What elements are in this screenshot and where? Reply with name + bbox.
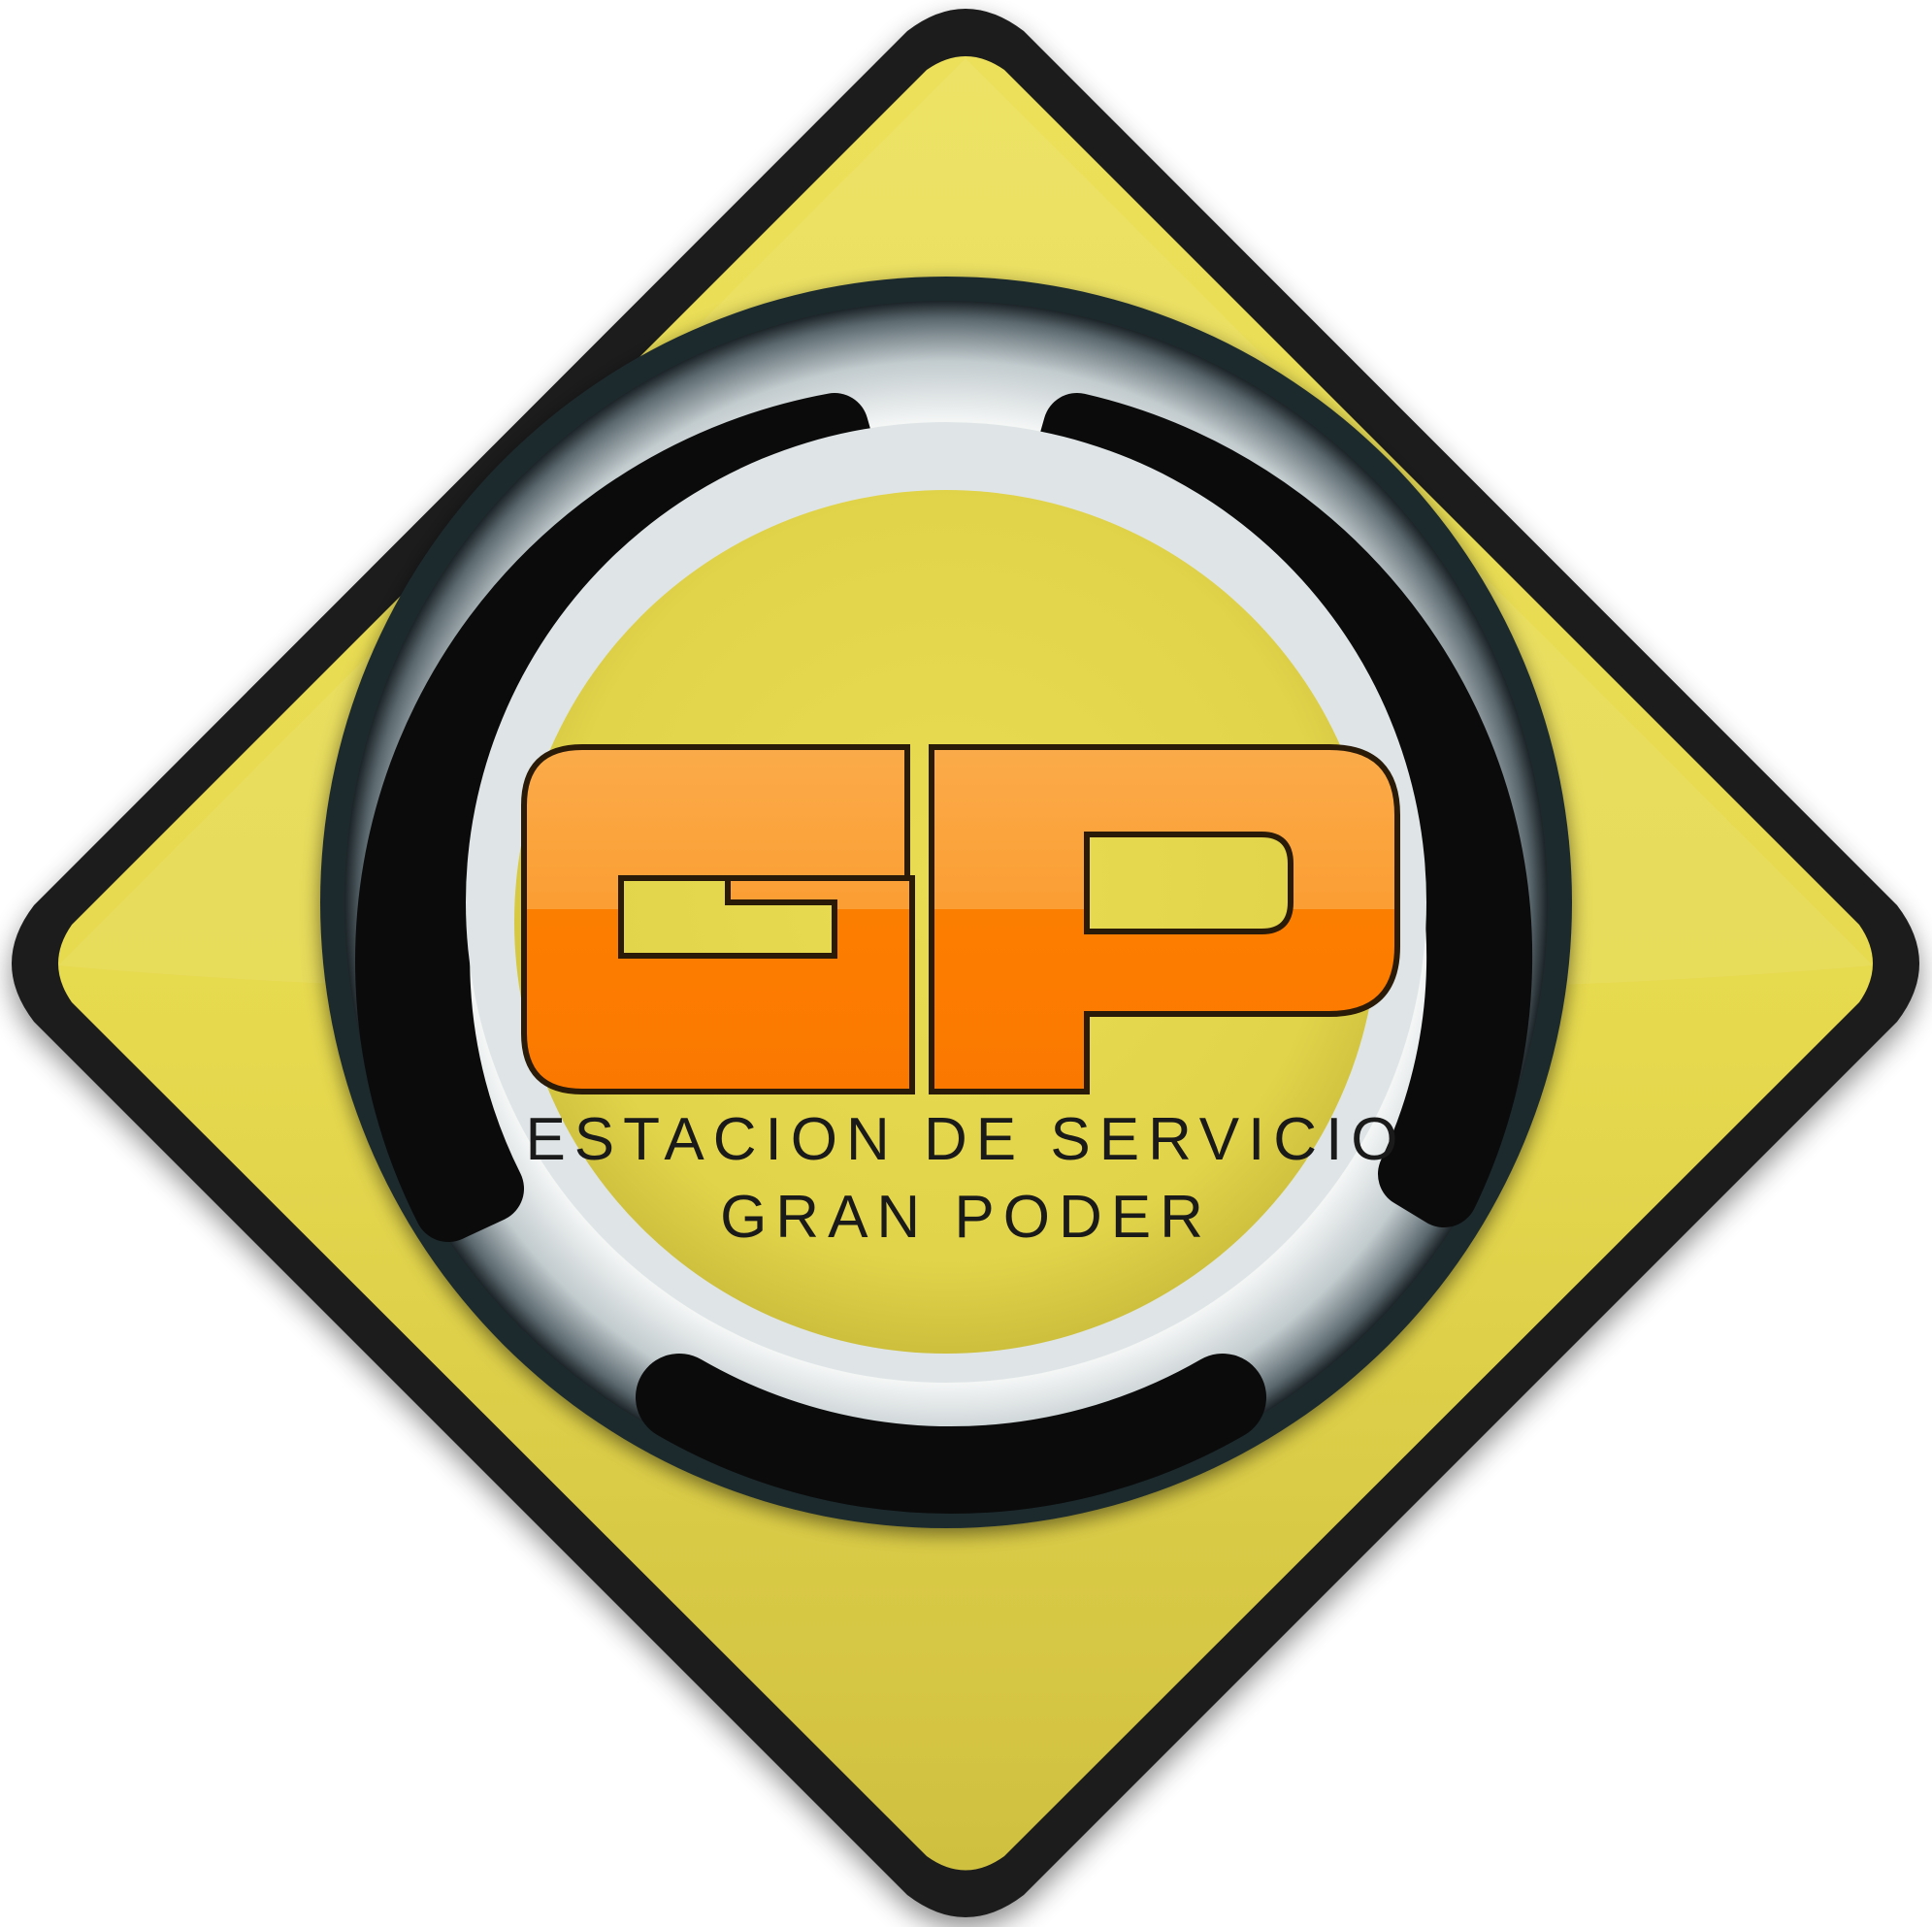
- logo-line-1: ESTACION DE SERVICIO: [525, 1106, 1407, 1173]
- groove-top-left: [355, 393, 878, 1242]
- groove-bottom: [636, 1354, 1266, 1515]
- gp-monogram: [521, 744, 1400, 1094]
- logo-line-2: GRAN PODER: [720, 1184, 1212, 1251]
